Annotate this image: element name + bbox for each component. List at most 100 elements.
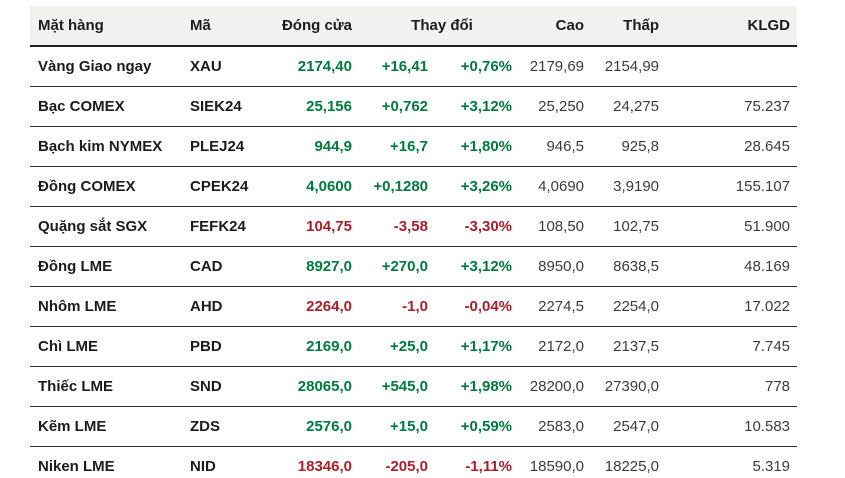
change-cell: +25,0 bbox=[362, 326, 438, 367]
low-cell: 18225,0 bbox=[594, 446, 670, 478]
change-cell: +15,0 bbox=[362, 406, 438, 447]
item-cell: Nhôm LME bbox=[30, 286, 190, 327]
col-header-item: Mặt hàng bbox=[30, 6, 190, 47]
high-cell: 8950,0 bbox=[522, 246, 595, 287]
close-cell: 8927,0 bbox=[280, 246, 362, 287]
col-header-high: Cao bbox=[522, 6, 595, 47]
item-cell: Quặng sắt SGX bbox=[30, 206, 190, 247]
item-cell: Vàng Giao ngay bbox=[30, 46, 190, 87]
volume-cell: 155.107 bbox=[669, 166, 798, 207]
low-cell: 27390,0 bbox=[594, 366, 670, 407]
code-cell: CAD bbox=[190, 246, 280, 287]
table-row: Bạch kim NYMEX PLEJ24 944,9 +16,7 +1,80% 946,… bbox=[30, 126, 798, 167]
volume-cell: 17.022 bbox=[669, 286, 798, 327]
item-cell: Chì LME bbox=[30, 326, 190, 367]
close-cell: 2174,40 bbox=[280, 46, 362, 87]
header-row: Mặt hàng Mã Đóng cửa Thay đổi Cao Thấp K… bbox=[30, 6, 798, 47]
high-cell: 2179,69 bbox=[522, 46, 595, 87]
volume-cell bbox=[669, 46, 798, 87]
change-pct-cell: +3,12% bbox=[438, 246, 523, 287]
table-row: Quặng sắt SGX FEFK24 104,75 -3,58 -3,30% 108,… bbox=[30, 206, 798, 247]
change-cell: +545,0 bbox=[362, 366, 438, 407]
table-row: Đồng COMEX CPEK24 4,0600 +0,1280 +3,26% 4,069… bbox=[30, 166, 798, 207]
high-cell: 2172,0 bbox=[522, 326, 595, 367]
high-cell: 28200,0 bbox=[522, 366, 595, 407]
change-pct-cell: +1,98% bbox=[438, 366, 523, 407]
close-cell: 18346,0 bbox=[280, 446, 362, 478]
change-pct-cell: +1,80% bbox=[438, 126, 523, 167]
item-cell: Bạc COMEX bbox=[30, 86, 190, 127]
code-cell: CPEK24 bbox=[190, 166, 280, 207]
code-cell: PBD bbox=[190, 326, 280, 367]
low-cell: 925,8 bbox=[594, 126, 670, 167]
high-cell: 946,5 bbox=[522, 126, 595, 167]
low-cell: 24,275 bbox=[594, 86, 670, 127]
item-cell: Kẽm LME bbox=[30, 406, 190, 447]
change-cell: -1,0 bbox=[362, 286, 438, 327]
volume-cell: 28.645 bbox=[669, 126, 798, 167]
low-cell: 2547,0 bbox=[594, 406, 670, 447]
code-cell: PLEJ24 bbox=[190, 126, 280, 167]
table-row: Chì LME PBD 2169,0 +25,0 +1,17% 2172,0 2137,5 7… bbox=[30, 326, 798, 367]
change-cell: +0,762 bbox=[362, 86, 438, 127]
high-cell: 25,250 bbox=[522, 86, 595, 127]
volume-cell: 51.900 bbox=[669, 206, 798, 247]
change-pct-cell: -0,04% bbox=[438, 286, 523, 327]
code-cell: NID bbox=[190, 446, 280, 478]
close-cell: 104,75 bbox=[280, 206, 362, 247]
high-cell: 4,0690 bbox=[522, 166, 595, 207]
change-cell: +270,0 bbox=[362, 246, 438, 287]
code-cell: XAU bbox=[190, 46, 280, 87]
col-header-close: Đóng cửa bbox=[280, 6, 362, 47]
change-cell: +16,7 bbox=[362, 126, 438, 167]
change-pct-cell: +0,76% bbox=[438, 46, 523, 87]
change-pct-cell: +0,59% bbox=[438, 406, 523, 447]
code-cell: ZDS bbox=[190, 406, 280, 447]
close-cell: 2576,0 bbox=[280, 406, 362, 447]
close-cell: 2169,0 bbox=[280, 326, 362, 367]
low-cell: 2254,0 bbox=[594, 286, 670, 327]
table-row: Kẽm LME ZDS 2576,0 +15,0 +0,59% 2583,0 2547,0 1… bbox=[30, 406, 798, 447]
close-cell: 4,0600 bbox=[280, 166, 362, 207]
volume-cell: 75.237 bbox=[669, 86, 798, 127]
change-pct-cell: +3,12% bbox=[438, 86, 523, 127]
item-cell: Thiếc LME bbox=[30, 366, 190, 407]
col-header-change: Thay đổi bbox=[362, 6, 523, 47]
commodity-price-table: Mặt hàng Mã Đóng cửa Thay đổi Cao Thấp K… bbox=[30, 6, 798, 478]
table-row: Niken LME NID 18346,0 -205,0 -1,11% 18590,0 18… bbox=[30, 446, 798, 478]
item-cell: Bạch kim NYMEX bbox=[30, 126, 190, 167]
table-row: Nhôm LME AHD 2264,0 -1,0 -0,04% 2274,5 2254,0 1… bbox=[30, 286, 798, 327]
item-cell: Đồng COMEX bbox=[30, 166, 190, 207]
change-cell: -205,0 bbox=[362, 446, 438, 478]
col-header-volume: KLGD bbox=[669, 6, 798, 47]
col-header-code: Mã bbox=[190, 6, 280, 47]
code-cell: SIEK24 bbox=[190, 86, 280, 127]
code-cell: FEFK24 bbox=[190, 206, 280, 247]
item-cell: Niken LME bbox=[30, 446, 190, 478]
code-cell: AHD bbox=[190, 286, 280, 327]
volume-cell: 7.745 bbox=[669, 326, 798, 367]
code-cell: SND bbox=[190, 366, 280, 407]
change-cell: -3,58 bbox=[362, 206, 438, 247]
close-cell: 25,156 bbox=[280, 86, 362, 127]
low-cell: 8638,5 bbox=[594, 246, 670, 287]
close-cell: 28065,0 bbox=[280, 366, 362, 407]
table-row: Bạc COMEX SIEK24 25,156 +0,762 +3,12% 25,250 2… bbox=[30, 86, 798, 127]
change-pct-cell: -1,11% bbox=[438, 446, 523, 478]
volume-cell: 5.319 bbox=[669, 446, 798, 478]
table-row: Thiếc LME SND 28065,0 +545,0 +1,98% 28200,0 27… bbox=[30, 366, 798, 407]
close-cell: 944,9 bbox=[280, 126, 362, 167]
low-cell: 102,75 bbox=[594, 206, 670, 247]
low-cell: 3,9190 bbox=[594, 166, 670, 207]
high-cell: 2583,0 bbox=[522, 406, 595, 447]
close-cell: 2264,0 bbox=[280, 286, 362, 327]
volume-cell: 10.583 bbox=[669, 406, 798, 447]
col-header-low: Thấp bbox=[594, 6, 670, 47]
change-cell: +0,1280 bbox=[362, 166, 438, 207]
change-pct-cell: -3,30% bbox=[438, 206, 523, 247]
low-cell: 2154,99 bbox=[594, 46, 670, 87]
high-cell: 18590,0 bbox=[522, 446, 595, 478]
high-cell: 108,50 bbox=[522, 206, 595, 247]
low-cell: 2137,5 bbox=[594, 326, 670, 367]
